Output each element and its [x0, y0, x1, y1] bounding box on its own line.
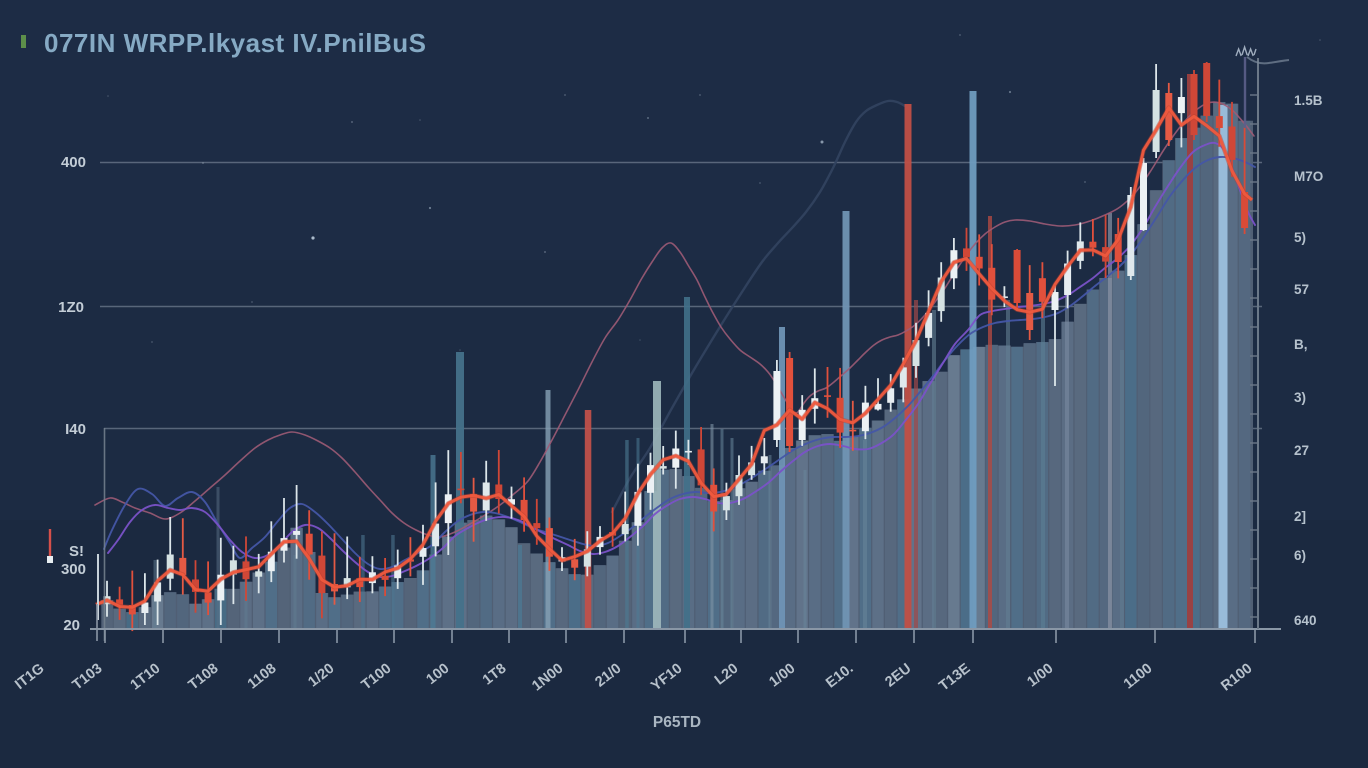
- svg-text:1.5B: 1.5B: [1294, 93, 1323, 108]
- svg-text:077IN WRPP.lkyast IV.PnilBuS: 077IN WRPP.lkyast IV.PnilBuS: [44, 28, 427, 58]
- svg-text:1Z0: 1Z0: [58, 299, 84, 316]
- svg-text:P65TD: P65TD: [653, 714, 701, 731]
- svg-text:2]: 2]: [1294, 509, 1306, 524]
- svg-text:20: 20: [63, 617, 80, 634]
- svg-text:640: 640: [1294, 613, 1317, 628]
- svg-text:B,: B,: [1294, 337, 1308, 352]
- svg-text:I40: I40: [65, 421, 86, 438]
- svg-text:3): 3): [1294, 390, 1306, 405]
- svg-text:S!: S!: [69, 543, 84, 560]
- svg-text:400: 400: [61, 154, 86, 171]
- svg-text:M7O: M7O: [1294, 169, 1323, 184]
- svg-text:6): 6): [1294, 548, 1306, 563]
- svg-text:5): 5): [1294, 230, 1306, 245]
- svg-text:57: 57: [1294, 282, 1309, 297]
- svg-text:27: 27: [1294, 443, 1309, 458]
- svg-text:300: 300: [61, 561, 86, 578]
